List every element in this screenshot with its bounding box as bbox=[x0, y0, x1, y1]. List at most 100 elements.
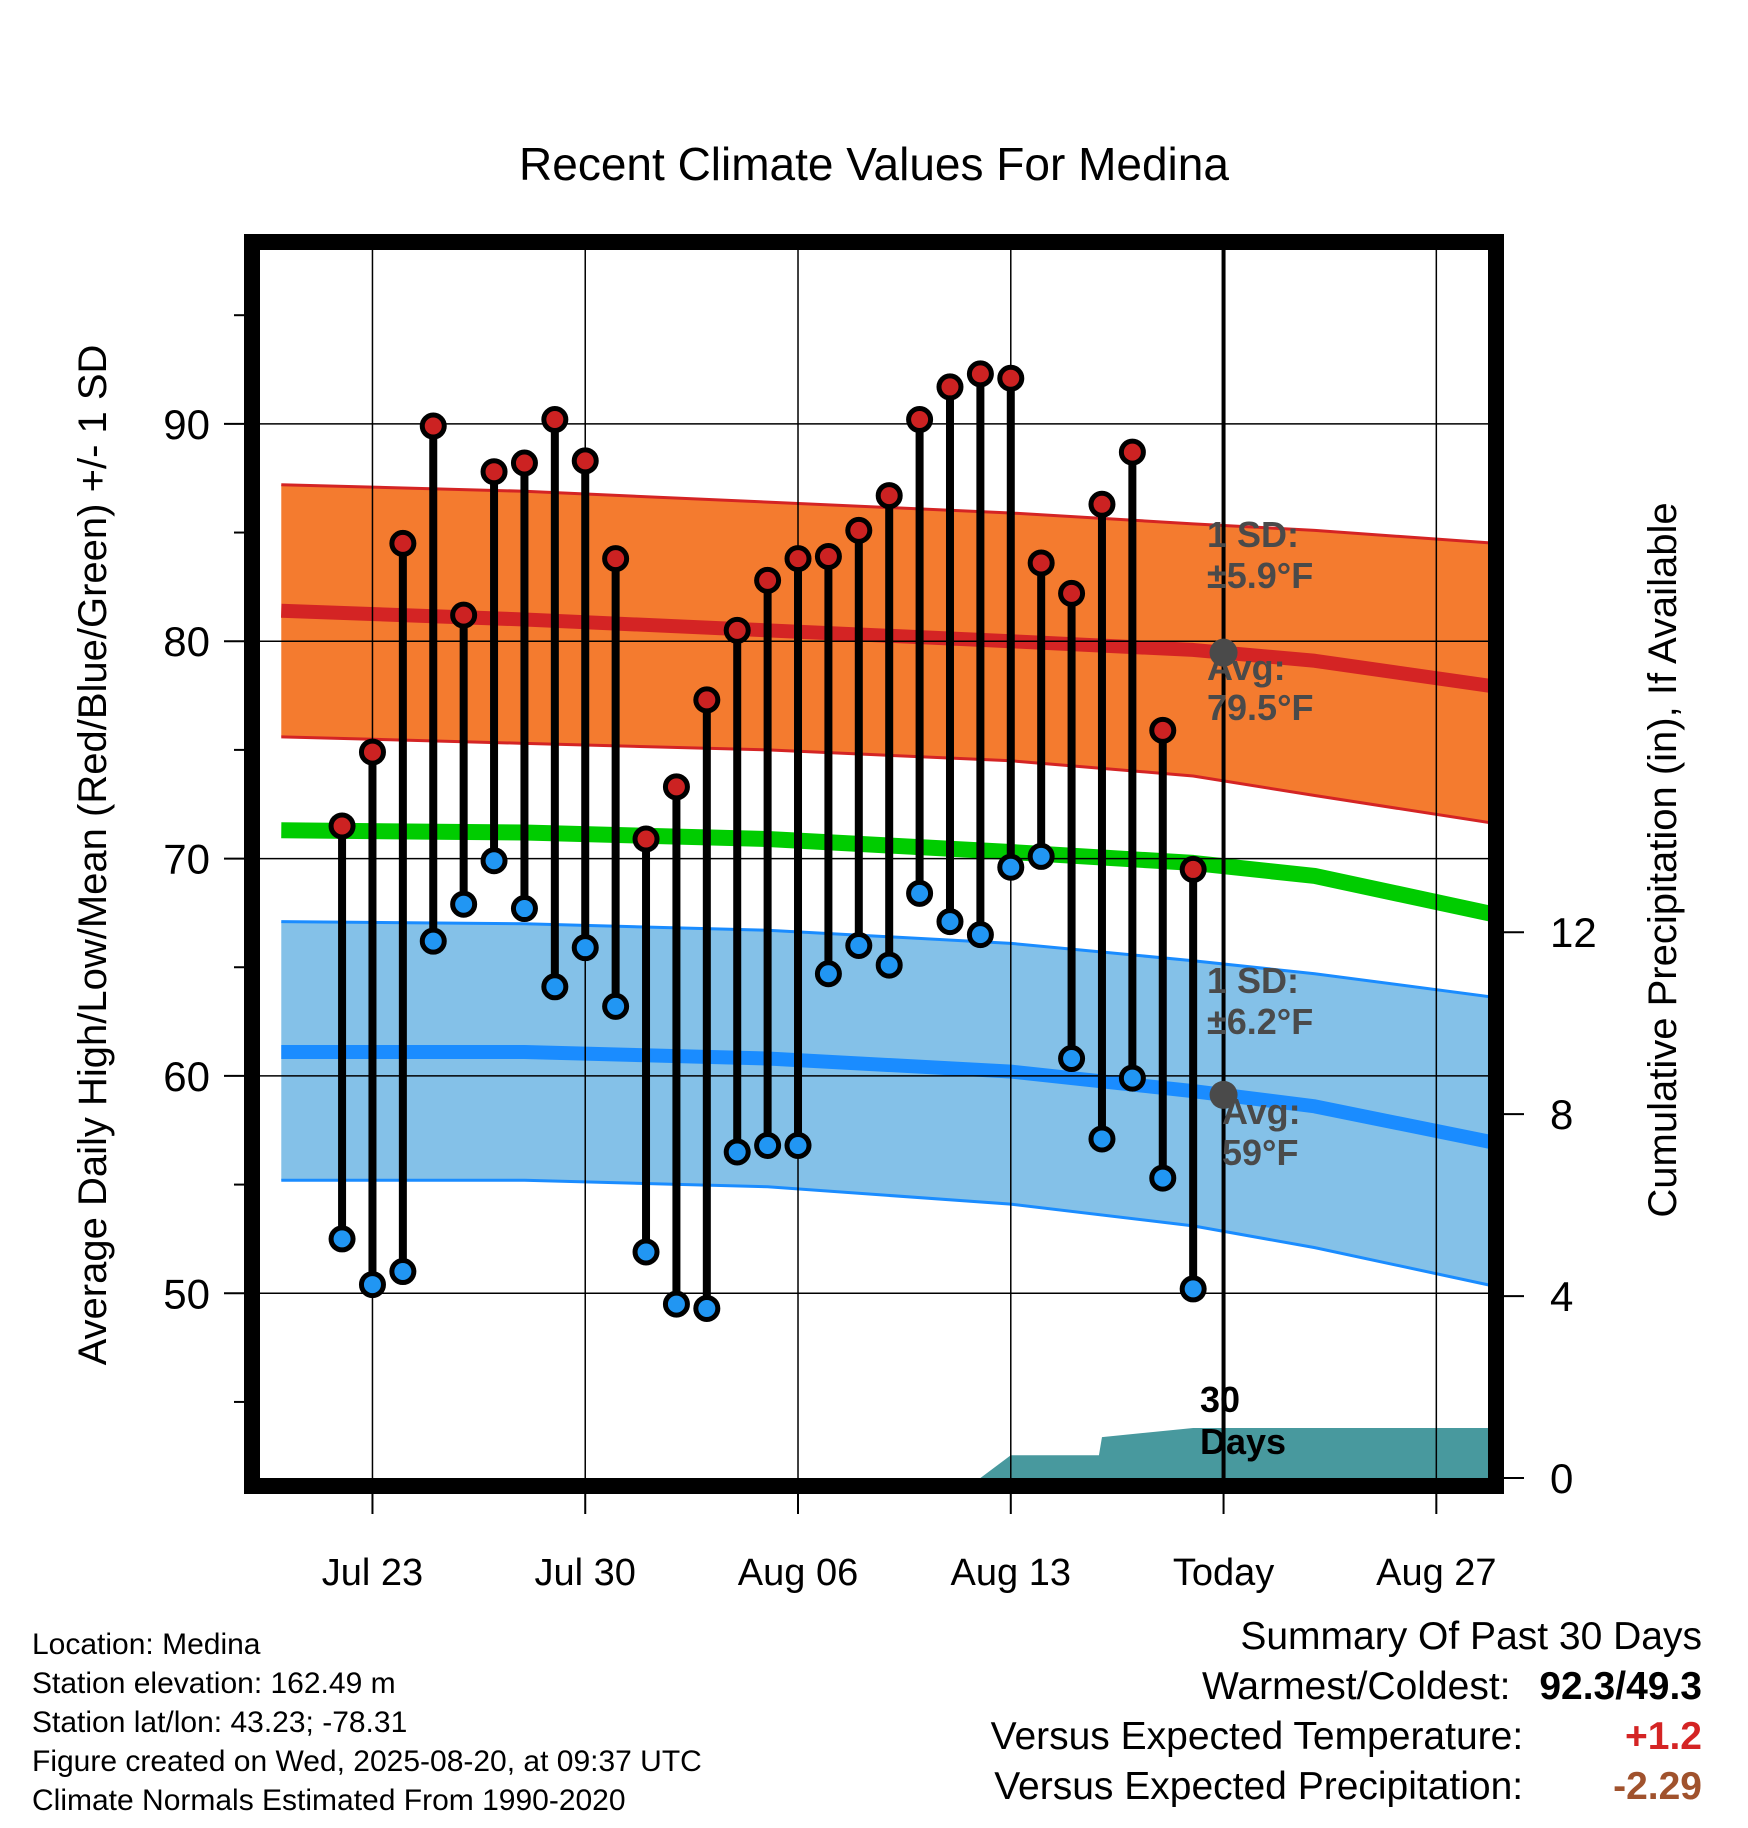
daily-high-point bbox=[419, 412, 447, 440]
info-latlon: Station lat/lon: 43.23; -78.31 bbox=[32, 1706, 408, 1739]
daily-low-point bbox=[966, 921, 994, 949]
daily-low-point bbox=[1179, 1275, 1207, 1303]
summary-heading: Summary Of Past 30 Days bbox=[1240, 1615, 1702, 1658]
daily-low-point bbox=[1118, 1064, 1146, 1092]
chart-title: Recent Climate Values For Medina bbox=[519, 138, 1229, 190]
summary-temp: Versus Expected Temperature: +1.2 bbox=[991, 1712, 1702, 1762]
daily-high-point bbox=[662, 773, 690, 801]
window-label-number: 30 bbox=[1200, 1379, 1240, 1420]
daily-high-point bbox=[997, 364, 1025, 392]
x-tick-label: Today bbox=[1173, 1552, 1274, 1594]
summary-warm-cold: Warmest/Coldest: 92.3/49.3 bbox=[991, 1662, 1702, 1712]
daily-high-point bbox=[1149, 716, 1177, 744]
daily-low-point bbox=[1088, 1125, 1116, 1153]
daily-low-point bbox=[875, 951, 903, 979]
y-tick-label: 70 bbox=[163, 836, 210, 883]
y2-tick-label: 12 bbox=[1550, 909, 1597, 956]
daily-low-point bbox=[814, 960, 842, 988]
daily-low-point bbox=[541, 973, 569, 1001]
low-sd-band bbox=[281, 921, 1488, 1285]
y-tick-label: 80 bbox=[163, 618, 210, 665]
daily-high-point bbox=[1088, 490, 1116, 518]
daily-low-point bbox=[602, 992, 630, 1020]
y-axis-label: Average Daily High/Low/Mean (Red/Blue/Gr… bbox=[71, 345, 115, 1366]
x-tick-label: Aug 27 bbox=[1376, 1552, 1496, 1594]
x-tick-label: Aug 13 bbox=[951, 1552, 1071, 1594]
daily-low-point bbox=[1058, 1045, 1086, 1073]
daily-low-point bbox=[358, 1271, 386, 1299]
precip-value: -2.29 bbox=[1613, 1765, 1702, 1808]
climate-chart: Recent Climate Values For Medina 1 SD:±5… bbox=[71, 138, 1685, 1594]
daily-high-point bbox=[480, 458, 508, 486]
precip-area bbox=[980, 1427, 1488, 1478]
daily-high-point bbox=[723, 616, 751, 644]
warm-cold-value: 92.3/49.3 bbox=[1539, 1665, 1702, 1708]
info-normals: Climate Normals Estimated From 1990-2020 bbox=[32, 1784, 626, 1817]
summary-panel: Summary Of Past 30 Days Warmest/Coldest:… bbox=[991, 1612, 1702, 1812]
daily-low-point bbox=[784, 1131, 812, 1159]
daily-high-point bbox=[389, 529, 417, 557]
y-tick-label: 60 bbox=[163, 1053, 210, 1100]
plot-clipped-layer bbox=[260, 250, 1488, 1478]
x-tick-label: Jul 23 bbox=[322, 1552, 423, 1594]
daily-low-point bbox=[328, 1225, 356, 1253]
y2-tick-label: 8 bbox=[1550, 1091, 1573, 1138]
x-tick-label: Jul 30 bbox=[535, 1552, 636, 1594]
daily-high-point bbox=[875, 482, 903, 510]
daily-high-point bbox=[1027, 549, 1055, 577]
daily-low-point bbox=[450, 890, 478, 918]
low-avg-value: 59°F bbox=[1222, 1132, 1298, 1173]
temp-value: +1.2 bbox=[1625, 1715, 1702, 1758]
temp-label: Versus Expected Temperature: bbox=[990, 1715, 1524, 1758]
info-elevation: Station elevation: 162.49 m bbox=[32, 1667, 396, 1700]
daily-high-point bbox=[845, 516, 873, 544]
daily-low-point bbox=[419, 927, 447, 955]
daily-high-point bbox=[1118, 438, 1146, 466]
daily-low-point bbox=[754, 1131, 782, 1159]
daily-low-point bbox=[632, 1238, 660, 1266]
daily-low-point bbox=[845, 932, 873, 960]
daily-high-point bbox=[814, 542, 842, 570]
daily-low-point bbox=[480, 847, 508, 875]
today-avg-low-marker bbox=[1209, 1080, 1238, 1109]
y-tick-label: 90 bbox=[163, 401, 210, 448]
daily-high-point bbox=[328, 812, 356, 840]
daily-high-point bbox=[510, 449, 538, 477]
daily-high-point bbox=[602, 545, 630, 573]
daily-low-point bbox=[997, 853, 1025, 881]
daily-low-point bbox=[936, 908, 964, 936]
daily-low-point bbox=[1149, 1164, 1177, 1192]
daily-low-point bbox=[693, 1294, 721, 1322]
x-tick-label: Aug 06 bbox=[738, 1552, 858, 1594]
daily-high-point bbox=[906, 406, 934, 434]
daily-high-point bbox=[936, 373, 964, 401]
daily-high-point bbox=[1058, 579, 1086, 607]
daily-high-point bbox=[571, 447, 599, 475]
y2-tick-label: 4 bbox=[1550, 1273, 1573, 1320]
y-tick-label: 50 bbox=[163, 1270, 210, 1317]
low-avg-label: Avg: bbox=[1222, 1091, 1301, 1132]
warm-cold-label: Warmest/Coldest: bbox=[1202, 1665, 1511, 1708]
plot-frame bbox=[244, 234, 1504, 1494]
daily-high-point bbox=[784, 545, 812, 573]
high-sd-value: ±5.9°F bbox=[1207, 555, 1313, 596]
y2-axis-label: Cumulative Precipitation (in), If Availa… bbox=[1641, 502, 1685, 1217]
high-avg-label: Avg: bbox=[1207, 647, 1286, 688]
low-sd-label: 1 SD: bbox=[1207, 960, 1299, 1001]
info-location: Location: Medina bbox=[32, 1628, 261, 1661]
daily-high-point bbox=[358, 738, 386, 766]
high-sd-label: 1 SD: bbox=[1207, 514, 1299, 555]
precip-label: Versus Expected Precipitation: bbox=[994, 1765, 1524, 1808]
low-sd-value: ±6.2°F bbox=[1207, 1001, 1313, 1042]
y2-tick-label: 0 bbox=[1550, 1455, 1573, 1502]
daily-low-point bbox=[389, 1258, 417, 1286]
daily-high-point bbox=[1179, 855, 1207, 883]
daily-low-point bbox=[906, 879, 934, 907]
daily-high-point bbox=[541, 406, 569, 434]
info-created: Figure created on Wed, 2025-08-20, at 09… bbox=[32, 1745, 702, 1778]
daily-high-point bbox=[754, 566, 782, 594]
daily-high-point bbox=[693, 686, 721, 714]
window-label-days: Days bbox=[1200, 1421, 1286, 1462]
daily-high-point bbox=[632, 825, 660, 853]
daily-low-point bbox=[571, 934, 599, 962]
